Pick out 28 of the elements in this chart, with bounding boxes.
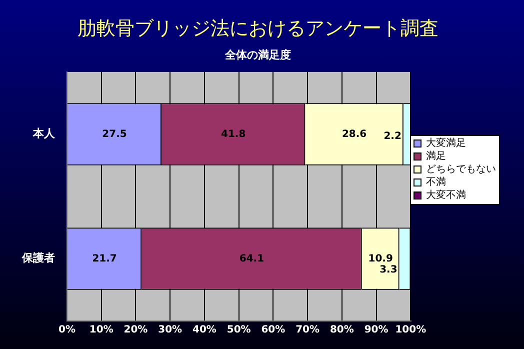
x-tick-label: 10% [89,324,114,336]
x-tick-label: 20% [124,324,148,336]
y-tick-label: 本人 [32,127,56,140]
legend-label: 大変不満 [426,189,466,202]
x-tick-label: 30% [158,324,182,336]
legend-label: 満足 [426,150,446,162]
x-tick-label: 50% [226,324,251,336]
chart-subtitle: 全体の満足度 [224,48,291,62]
x-tick-label: 40% [192,324,216,336]
y-tick-label: 保護者 [21,252,55,265]
data-label: 27.5 [102,128,127,140]
x-tick-label: 60% [261,324,286,336]
x-tick-label: 100% [395,324,426,336]
x-tick-label: 90% [364,324,388,336]
legend-label: 大変満足 [426,137,466,150]
x-tick-label: 80% [330,324,354,336]
data-label: 41.8 [220,128,246,140]
legend-label: 不満 [426,176,446,188]
chart-title: 肋軟骨ブリッジ法におけるアンケート調査 [78,17,438,40]
data-label: 2.2 [384,130,402,142]
data-label: 28.6 [342,128,367,140]
legend-label: どちらでもない [426,164,496,176]
x-tick-label: 0% [58,324,76,336]
data-label: 10.9 [368,253,393,264]
data-label: 3.3 [380,264,398,276]
data-label: 21.7 [92,253,117,264]
data-label: 64.1 [239,253,264,264]
x-tick-label: 70% [296,324,320,336]
